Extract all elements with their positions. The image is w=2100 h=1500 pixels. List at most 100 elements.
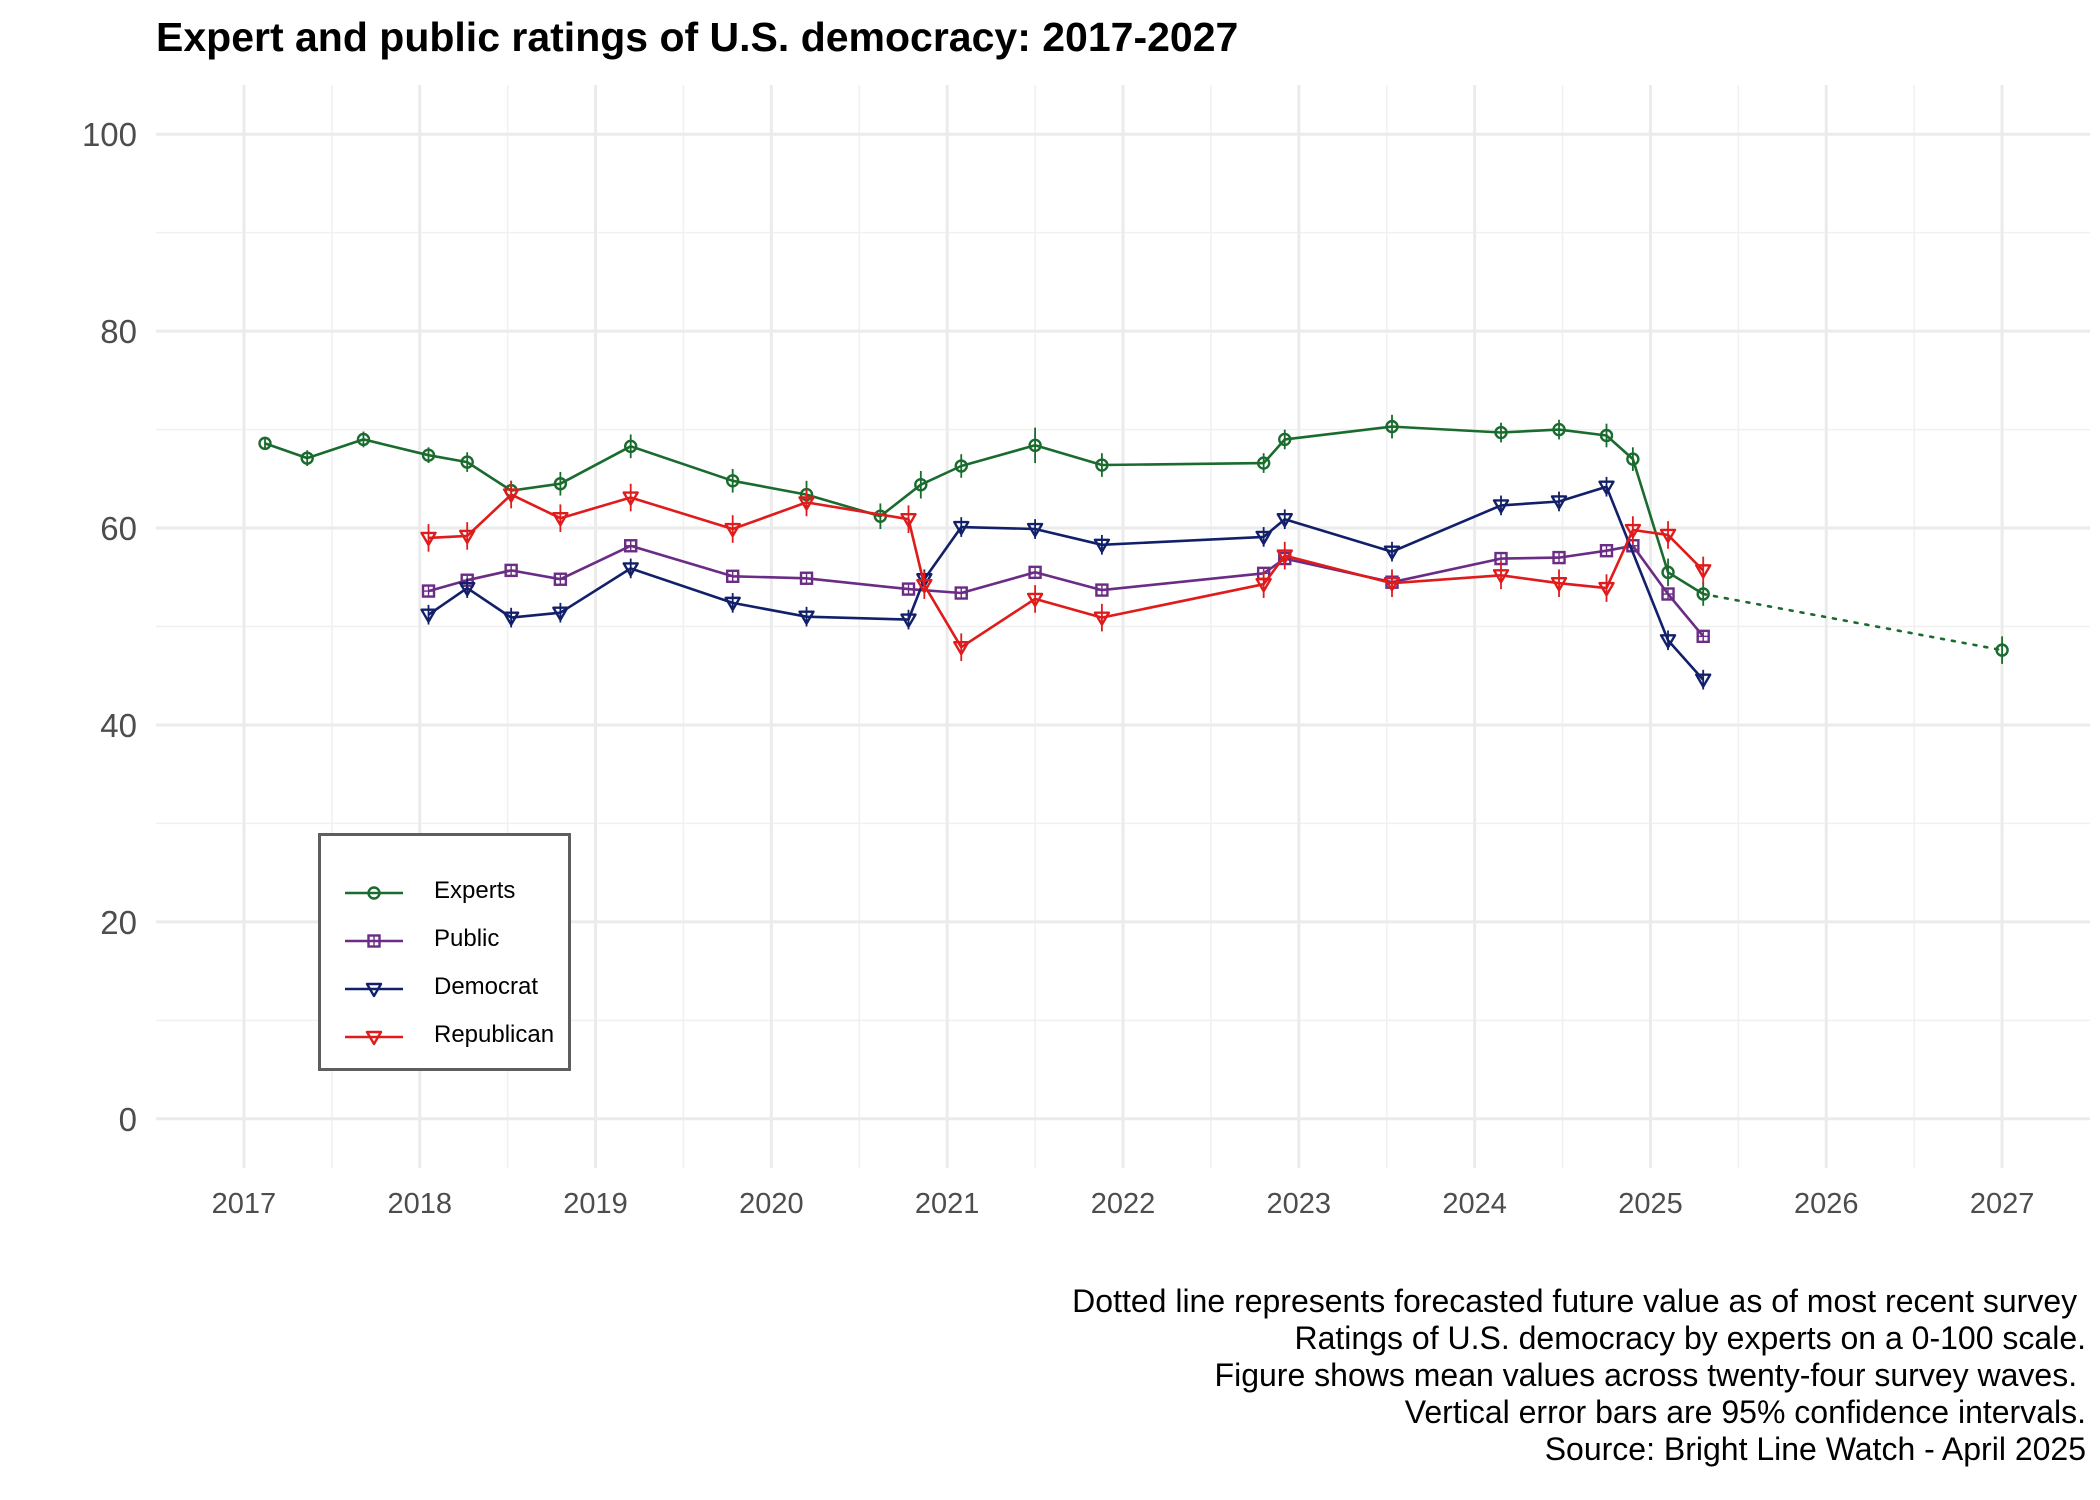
grid — [156, 85, 2090, 1168]
data-point — [1598, 480, 1615, 495]
data-point — [552, 606, 569, 621]
data-point — [502, 488, 520, 503]
data-point — [1552, 550, 1566, 565]
legend-item-public: Public — [341, 921, 561, 961]
data-point — [458, 581, 476, 597]
x-tick-label: 2027 — [1970, 1188, 2035, 1220]
data-point — [624, 539, 638, 553]
data-point — [1093, 538, 1111, 553]
data-point — [553, 572, 568, 586]
data-point — [1661, 587, 1675, 601]
series-line — [428, 544, 1705, 638]
caption-line: Dotted line represents forecasted future… — [1072, 1283, 2086, 1319]
data-point — [1026, 522, 1044, 538]
data-point — [1552, 422, 1566, 437]
series-layer — [258, 414, 2009, 690]
data-point — [1256, 456, 1271, 470]
legend-marker-symbol — [367, 934, 381, 948]
data-point — [1276, 549, 1293, 564]
data-point — [916, 578, 933, 594]
series-line — [427, 485, 1705, 681]
x-tick-label: 2020 — [739, 1188, 804, 1220]
y-tick-label: 80 — [100, 313, 137, 350]
x-tick-label: 2017 — [212, 1188, 277, 1220]
chart-caption: Dotted line represents forecasted future… — [1072, 1283, 2086, 1468]
data-point — [1661, 565, 1675, 580]
data-point — [420, 531, 437, 547]
x-tick-label: 2021 — [915, 1188, 980, 1220]
data-point — [460, 455, 474, 469]
data-point — [1659, 634, 1677, 649]
data-point — [724, 522, 741, 538]
data-point — [504, 563, 518, 578]
data-point — [901, 582, 916, 596]
data-point — [1028, 565, 1042, 580]
data-point — [954, 586, 968, 600]
legend-marker-public — [345, 934, 403, 948]
data-point — [622, 491, 639, 506]
data-point — [1696, 629, 1710, 644]
data-point — [1694, 564, 1712, 579]
legend-marker-republican — [345, 1030, 403, 1046]
y-tick-label: 20 — [100, 904, 137, 941]
data-point — [1492, 569, 1510, 584]
legend-item-democrat: Democrat — [341, 969, 561, 1009]
legend-label-democrat: Democrat — [434, 973, 539, 1000]
data-point — [300, 451, 314, 465]
caption-line: Source: Bright Line Watch - April 2025 — [1544, 1431, 2086, 1467]
x-tick-label: 2018 — [387, 1188, 452, 1220]
data-point — [1624, 523, 1642, 539]
data-point — [458, 529, 476, 545]
data-point — [1599, 543, 1614, 558]
data-point — [900, 512, 917, 528]
data-point — [900, 613, 917, 628]
data-point — [953, 520, 970, 536]
data-point — [552, 512, 569, 527]
data-point — [954, 459, 968, 473]
data-point — [356, 432, 371, 447]
data-point — [624, 439, 638, 454]
data-point — [1492, 499, 1510, 514]
data-point — [1550, 495, 1568, 510]
data-point — [1383, 576, 1401, 592]
axes: 2017 2018 2019 2020 2021 2022 2023 2024 2025 2026… — [82, 116, 2034, 1220]
data-point — [1694, 673, 1712, 688]
data-point — [1598, 581, 1615, 597]
legend-item-experts: Experts — [341, 873, 561, 913]
chart-title: Expert and public ratings of U.S. democr… — [156, 14, 1239, 60]
series-republican — [420, 480, 1712, 661]
y-tick-label: 0 — [119, 1101, 137, 1138]
data-point — [1095, 583, 1109, 597]
legend-label-republican: Republican — [434, 1021, 555, 1048]
data-point — [1626, 452, 1640, 466]
data-point — [725, 569, 740, 583]
legend-marker-symbol — [367, 886, 381, 900]
forecast-line — [1701, 592, 2004, 652]
data-point — [1276, 512, 1293, 528]
series-democrat — [420, 476, 1712, 690]
data-point — [1385, 419, 1399, 434]
data-point — [420, 608, 437, 623]
x-tick-label: 2026 — [1794, 1188, 1859, 1220]
y-tick-label: 60 — [100, 510, 137, 547]
legend-label-experts: Experts — [434, 877, 516, 904]
data-point — [1255, 530, 1272, 546]
legend-marker-experts — [345, 886, 403, 900]
data-point — [1494, 425, 1508, 440]
legend-marker-symbol — [365, 982, 383, 998]
data-point — [1255, 577, 1272, 593]
legend-marker-democrat — [345, 982, 403, 998]
data-point — [1696, 587, 1710, 601]
data-point — [1383, 545, 1401, 560]
data-point — [1093, 611, 1111, 626]
forecast-point — [1995, 643, 2009, 657]
data-point — [1599, 428, 1614, 443]
data-point — [798, 496, 815, 511]
series-line — [428, 493, 1705, 649]
data-point — [798, 610, 815, 625]
data-point — [799, 571, 814, 585]
y-tick-label: 40 — [100, 707, 137, 744]
x-tick-label: 2019 — [563, 1188, 628, 1220]
legend-label-public: Public — [434, 925, 500, 952]
